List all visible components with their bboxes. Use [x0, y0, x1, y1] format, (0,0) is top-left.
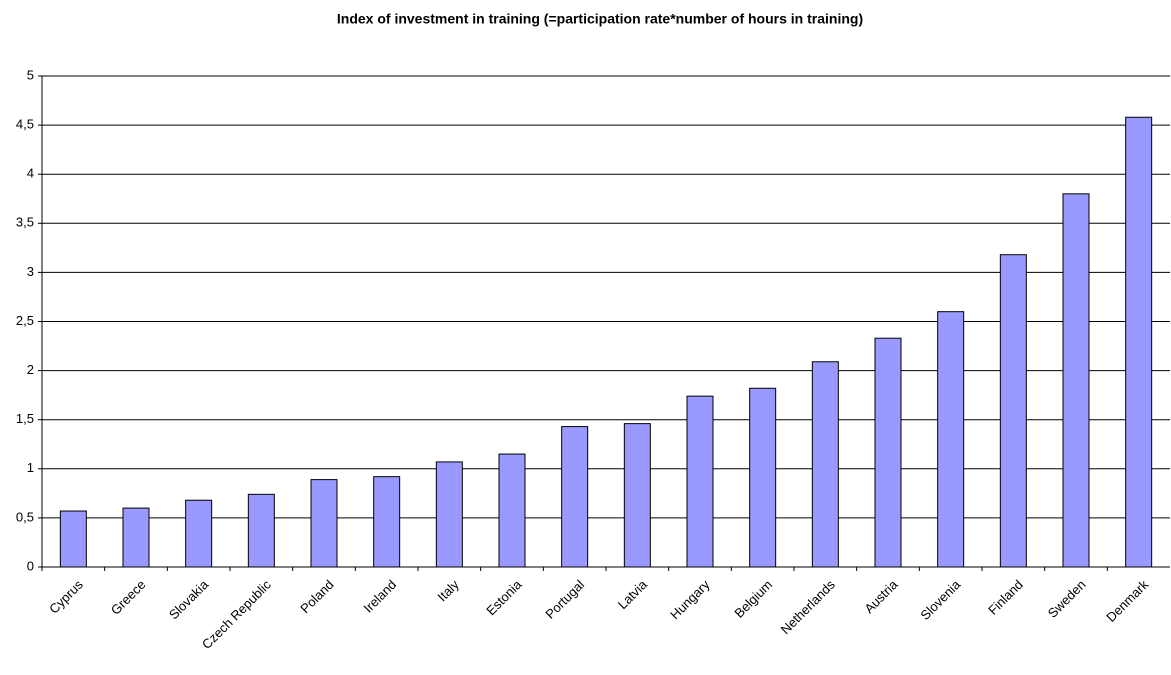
x-tick-label: Finland — [985, 577, 1026, 618]
bar — [435, 461, 463, 568]
y-tick-label: 0,5 — [16, 509, 34, 524]
bar — [373, 476, 401, 568]
x-tick-label: Denmark — [1103, 577, 1151, 625]
x-tick-label: Portugal — [542, 577, 587, 622]
x-tick-label: Netherlands — [778, 577, 839, 638]
x-tick-label: Belgium — [731, 577, 775, 621]
x-tick-label: Slovenia — [917, 576, 963, 622]
x-tick-label: Ireland — [361, 577, 400, 616]
bar — [937, 311, 965, 568]
y-tick-label: 2 — [27, 362, 34, 377]
bar — [561, 426, 589, 568]
bar — [498, 453, 526, 568]
chart-title: Index of investment in training (=partic… — [337, 11, 863, 27]
x-tick-label: Estonia — [483, 576, 525, 618]
x-tick-label: Latvia — [615, 576, 651, 612]
bar — [1062, 193, 1090, 568]
y-tick-label: 5 — [27, 67, 34, 82]
bar — [686, 395, 714, 568]
x-tick-label: Italy — [434, 577, 462, 605]
bar — [623, 423, 651, 568]
x-tick-label: Greece — [108, 577, 149, 618]
y-tick-label: 1,5 — [16, 411, 34, 426]
bar — [811, 361, 839, 568]
bar — [310, 479, 338, 568]
y-tick-label: 2,5 — [16, 313, 34, 328]
bar — [874, 337, 902, 568]
bar — [185, 499, 213, 568]
bar — [999, 254, 1027, 568]
bar — [1125, 116, 1153, 568]
y-tick-label: 3,5 — [16, 215, 34, 230]
y-tick-label: 4,5 — [16, 117, 34, 132]
x-tick-label: Austria — [861, 576, 901, 616]
x-tick-label: Cyprus — [46, 577, 86, 617]
x-tick-label: Hungary — [667, 577, 713, 623]
x-tick-label: Poland — [297, 577, 336, 616]
bar — [749, 387, 777, 568]
bar — [59, 510, 87, 568]
y-tick-label: 0 — [27, 558, 34, 573]
y-tick-label: 1 — [27, 460, 34, 475]
bar — [247, 493, 275, 568]
bar — [122, 507, 150, 568]
x-tick-label: Sweden — [1045, 577, 1089, 621]
y-tick-label: 4 — [27, 166, 34, 181]
x-tick-label: Slovakia — [166, 576, 212, 622]
y-tick-label: 3 — [27, 264, 34, 279]
